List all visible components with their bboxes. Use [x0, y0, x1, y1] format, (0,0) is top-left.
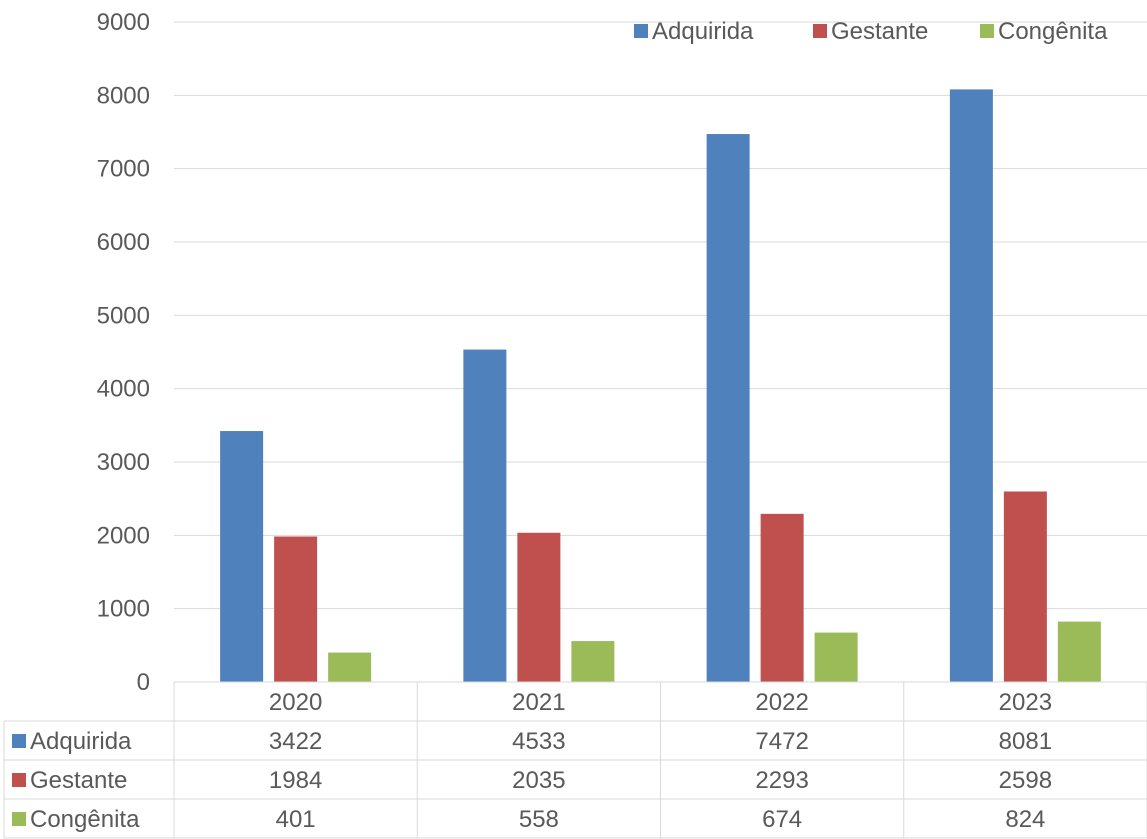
- table-row-label: Congênita: [30, 806, 140, 833]
- bar-adquirida-2022: [706, 134, 750, 682]
- table-cell-value: 4533: [512, 728, 565, 755]
- table-row-label: Gestante: [30, 767, 127, 794]
- x-tick-label: 2022: [755, 689, 808, 716]
- table-cell-value: 2293: [755, 767, 808, 794]
- bar-congênita-2022: [814, 632, 858, 682]
- legend: Adquirida Gestante Congênita: [634, 18, 1108, 45]
- x-tick-label: 2023: [999, 689, 1052, 716]
- x-tick-label: 2020: [269, 689, 322, 716]
- bars: [220, 89, 1101, 683]
- legend-label: Congênita: [998, 18, 1108, 45]
- y-tick-label: 0: [137, 669, 150, 696]
- y-tick-label: 7000: [97, 156, 150, 183]
- bar-congênita-2021: [571, 641, 615, 682]
- bar-gestante-2020: [274, 536, 318, 682]
- table-cell-value: 1984: [269, 767, 322, 794]
- y-tick-label: 2000: [97, 522, 150, 549]
- bar-congênita-2020: [328, 652, 372, 682]
- table-cell-value: 3422: [269, 728, 322, 755]
- bar-adquirida-2020: [220, 431, 264, 682]
- table-row-label: Adquirida: [30, 728, 132, 755]
- table-cell-value: 2598: [999, 767, 1052, 794]
- table-legend-swatch: [12, 773, 26, 787]
- x-tick-label: 2021: [512, 689, 565, 716]
- table-legend-swatch: [12, 812, 26, 826]
- table-cell-value: 8081: [999, 728, 1052, 755]
- y-tick-label: 6000: [97, 229, 150, 256]
- legend-swatch: [813, 24, 827, 38]
- legend-swatch: [634, 24, 648, 38]
- y-tick-label: 4000: [97, 376, 150, 403]
- legend-label: Adquirida: [652, 18, 754, 45]
- bar-gestante-2022: [760, 513, 804, 682]
- grid-lines: [174, 21, 1147, 610]
- table-cell-value: 674: [762, 806, 802, 833]
- bar-gestante-2023: [1003, 491, 1047, 682]
- table-cell-value: 401: [276, 806, 316, 833]
- y-tick-label: 3000: [97, 449, 150, 476]
- legend-label: Gestante: [831, 18, 928, 45]
- bar-adquirida-2021: [463, 349, 507, 682]
- data-table: 2020 2021 2022 2023 Adquirida 3422 4533 7472 808…: [3, 681, 1147, 839]
- bar-congênita-2023: [1057, 621, 1101, 682]
- bar-adquirida-2023: [949, 89, 993, 683]
- y-tick-label: 5000: [97, 302, 150, 329]
- table-cell-value: 2035: [512, 767, 565, 794]
- table-legend-swatch: [12, 734, 26, 748]
- table-cell-value: 824: [1005, 806, 1045, 833]
- y-tick-label: 8000: [97, 82, 150, 109]
- table-cell-value: 7472: [755, 728, 808, 755]
- y-tick-label: 9000: [97, 9, 150, 36]
- y-axis: 0 1000 2000 3000 4000 5000 6000 7000 8000 9000: [97, 9, 150, 696]
- legend-swatch: [980, 24, 994, 38]
- table-cell-value: 558: [519, 806, 559, 833]
- bar-gestante-2021: [517, 532, 561, 682]
- y-tick-label: 1000: [97, 596, 150, 623]
